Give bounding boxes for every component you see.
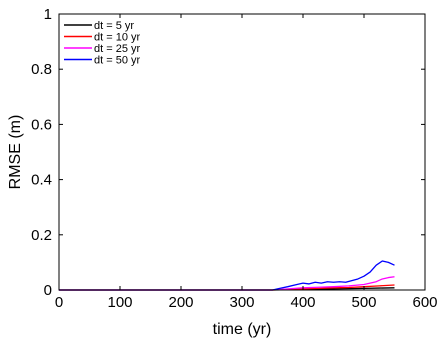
legend-label-2: dt = 10 yr — [94, 32, 141, 44]
x-tick-label: 400 — [290, 294, 315, 311]
plot-area — [59, 14, 425, 290]
x-tick-label: 300 — [229, 294, 254, 311]
y-tick-label: 0.2 — [31, 227, 52, 244]
legend-label-1: dt = 5 yr — [94, 20, 134, 32]
x-tick-label: 500 — [351, 294, 376, 311]
x-tick-label: 200 — [168, 294, 193, 311]
axis-ticks: 0 100 200 300 400 500 600 0 0.2 0.4 0.6 0.8 1 — [31, 6, 437, 311]
y-tick-label: 0 — [44, 282, 52, 299]
x-axis-label: time (yr) — [213, 321, 272, 338]
series-line-4 — [59, 260, 395, 291]
x-tick-label: 100 — [107, 294, 132, 311]
y-tick-label: 0.4 — [31, 172, 52, 189]
legend-label-3: dt = 25 yr — [94, 43, 141, 55]
y-axis-label: RMSE (m) — [7, 115, 24, 190]
x-tick-label: 600 — [412, 294, 437, 311]
series-line-3 — [59, 276, 395, 291]
y-tick-label: 0.8 — [31, 61, 52, 78]
y-tick-label: 0.6 — [31, 116, 52, 133]
y-tick-label: 1 — [44, 6, 52, 23]
x-tick-label: 0 — [55, 294, 63, 311]
legend-label-4: dt = 50 yr — [94, 55, 141, 67]
